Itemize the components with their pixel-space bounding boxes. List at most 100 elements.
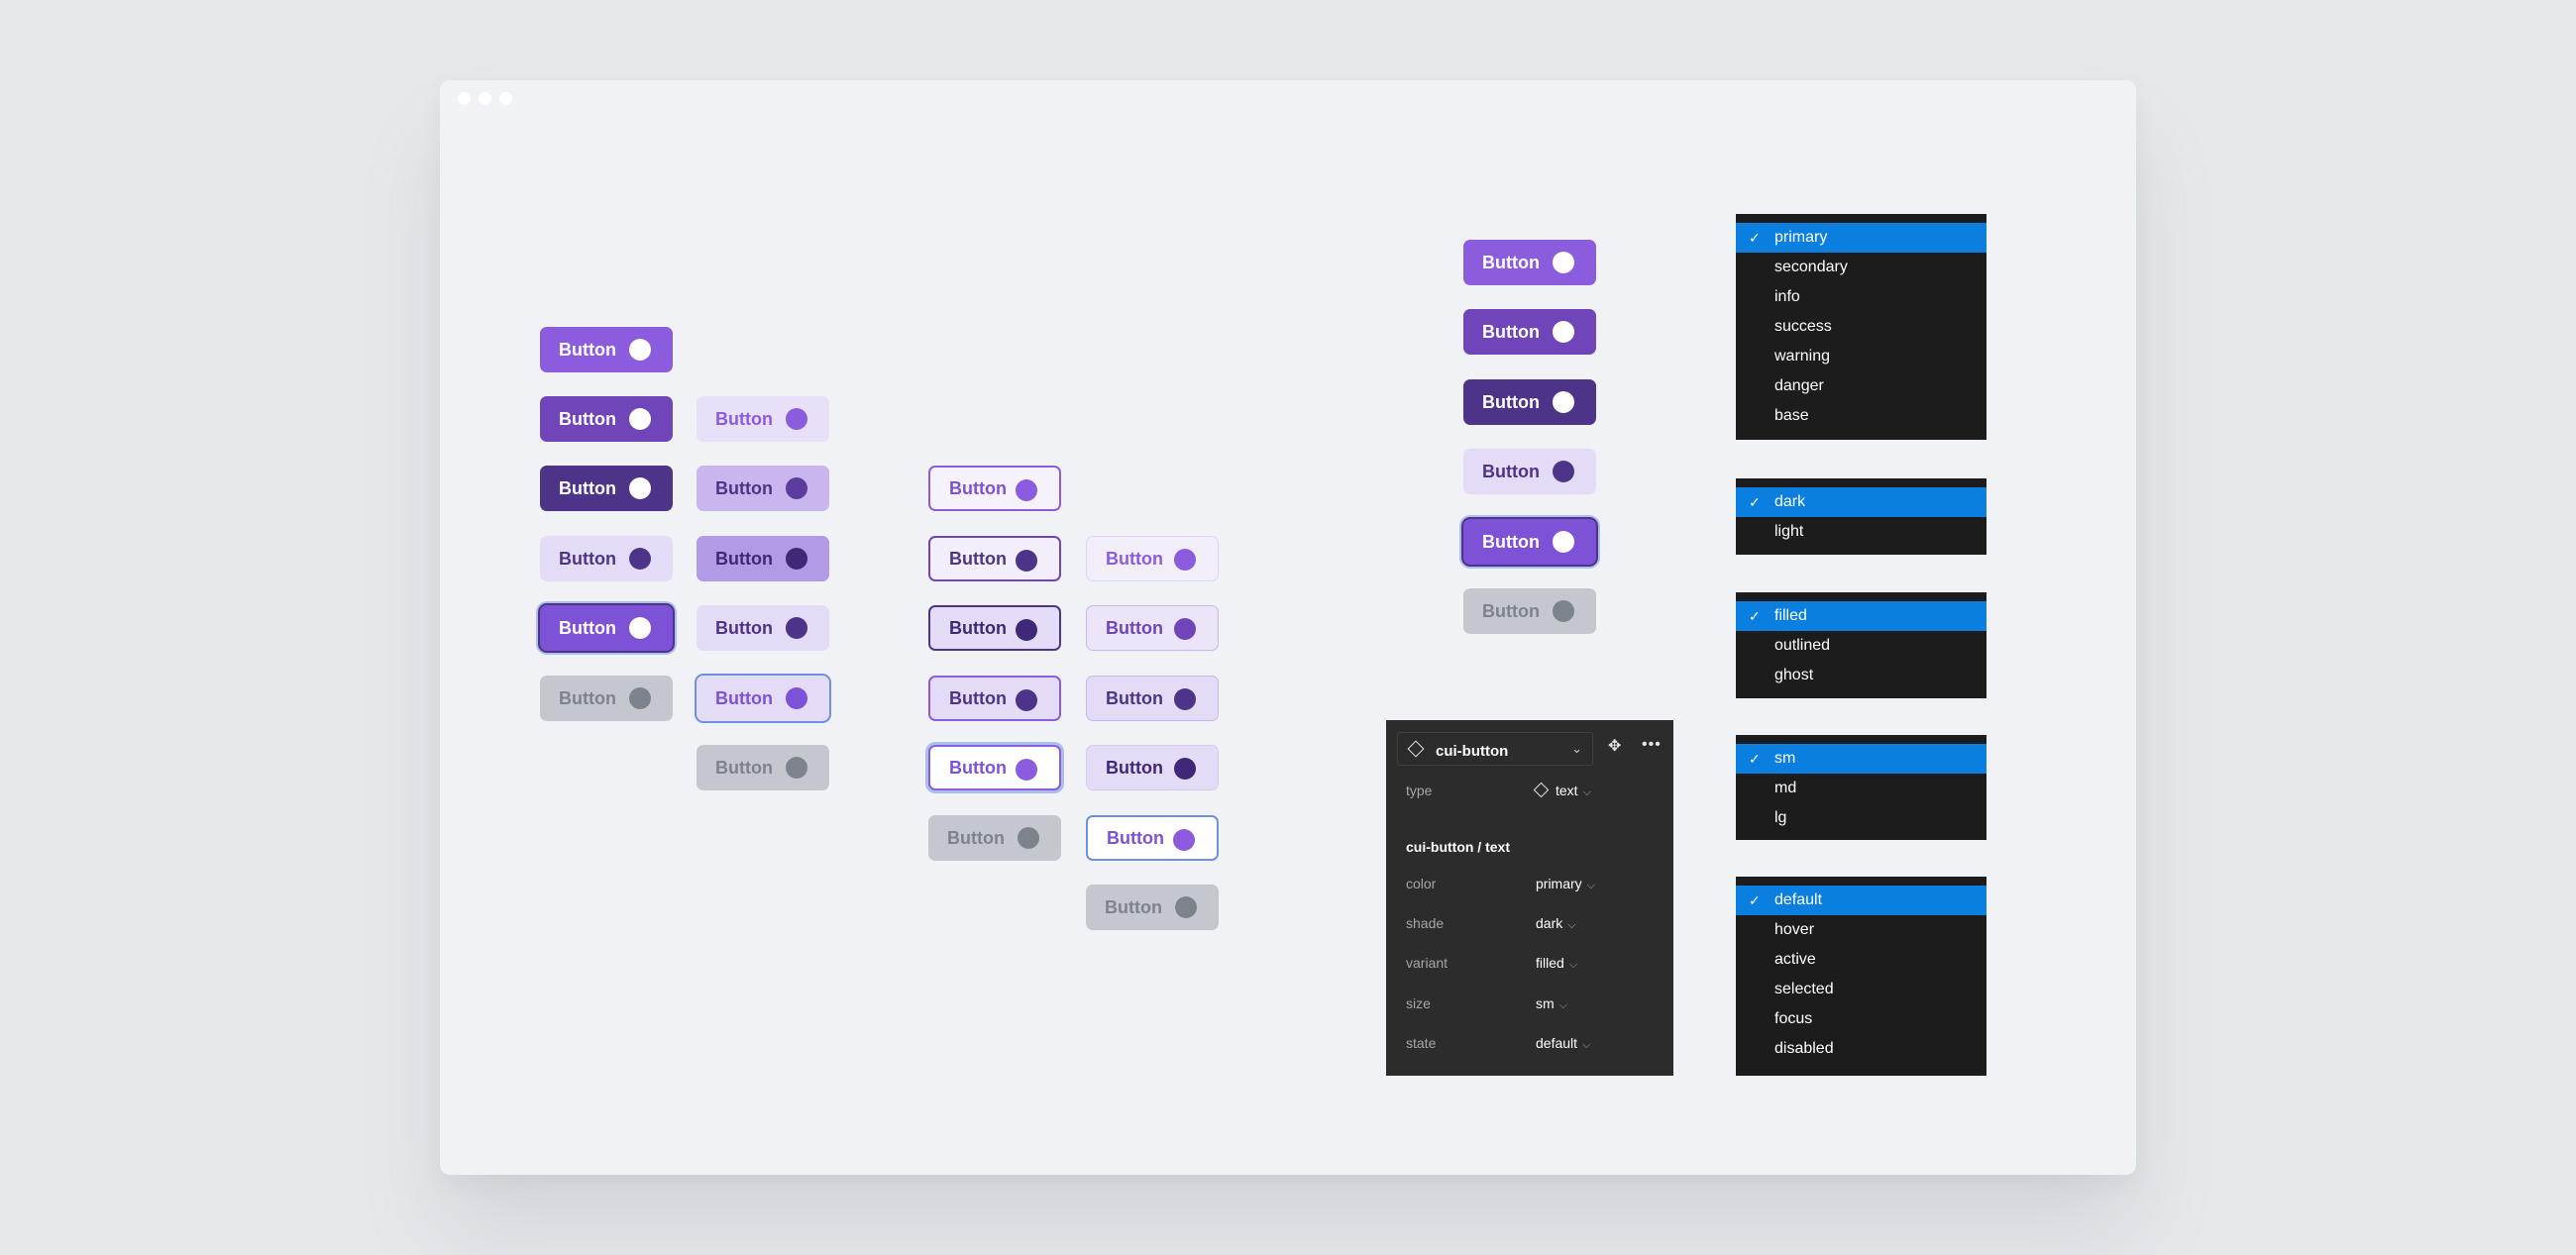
component-instance-icon — [1533, 782, 1550, 798]
menu-item-disabled[interactable]: disabled — [1736, 1034, 1986, 1064]
menu-item-label: light — [1774, 523, 1804, 540]
button-label: Button — [559, 477, 616, 498]
menu-item-focus[interactable]: focus — [1736, 1004, 1986, 1034]
button-label: Button — [1482, 531, 1540, 552]
window-close-dot[interactable] — [458, 92, 471, 105]
menu-item-light[interactable]: light — [1736, 517, 1986, 547]
button-outlined-selected[interactable]: Button — [928, 676, 1061, 721]
button-label: Button — [1482, 600, 1540, 621]
button-ghost-focus[interactable]: Button — [1086, 815, 1219, 861]
window-maximize-dot[interactable] — [499, 92, 512, 105]
menu-item-filled[interactable]: ✓ filled — [1736, 601, 1986, 631]
state-dropdown[interactable]: default ⌵ — [1536, 1035, 1590, 1052]
variant-dropdown[interactable]: filled ⌵ — [1536, 955, 1577, 972]
button-outlined-focus[interactable]: Button — [928, 745, 1061, 790]
button-filled-selected[interactable]: Button — [540, 536, 673, 581]
circle-icon — [1174, 618, 1196, 640]
menu-item-label: dark — [1774, 493, 1806, 510]
menu-item-base[interactable]: base — [1736, 401, 1986, 431]
menu-item-success[interactable]: success — [1736, 312, 1986, 342]
button-filled-hover[interactable]: Button — [540, 396, 673, 442]
menu-item-selected[interactable]: selected — [1736, 975, 1986, 1004]
prop-row-type: type text ⌵ — [1406, 782, 1591, 798]
prop-value: default — [1536, 1035, 1578, 1051]
prop-label: color — [1406, 876, 1437, 891]
menu-item-secondary[interactable]: secondary — [1736, 253, 1986, 282]
circle-icon — [629, 548, 651, 570]
menu-item-active[interactable]: active — [1736, 945, 1986, 975]
button-preview-default[interactable]: Button — [1463, 240, 1596, 285]
button-filled-active[interactable]: Button — [540, 466, 673, 511]
window-minimize-dot[interactable] — [479, 92, 491, 105]
check-icon: ✓ — [1749, 230, 1761, 246]
shade-dropdown[interactable]: dark ⌵ — [1536, 915, 1576, 932]
check-icon: ✓ — [1749, 751, 1761, 767]
button-label: Button — [715, 477, 773, 498]
circle-icon — [1016, 619, 1037, 641]
circle-icon — [1174, 758, 1196, 780]
button-light-default[interactable]: Button — [697, 396, 829, 442]
size-dropdown[interactable]: sm ⌵ — [1536, 995, 1567, 1012]
go-to-main-component-icon[interactable]: ✥ — [1608, 738, 1622, 755]
button-label: Button — [1106, 687, 1163, 708]
circle-icon — [1174, 549, 1196, 571]
menu-item-warning[interactable]: warning — [1736, 342, 1986, 371]
button-preview-focus[interactable]: Button — [1463, 519, 1596, 565]
check-icon: ✓ — [1749, 892, 1761, 908]
menu-item-info[interactable]: info — [1736, 282, 1986, 312]
circle-icon — [1173, 829, 1195, 851]
button-light-focus[interactable]: Button — [697, 676, 829, 721]
button-filled-disabled: Button — [540, 676, 673, 721]
button-ghost-active[interactable]: Button — [1086, 676, 1219, 721]
menu-item-label: outlined — [1774, 637, 1831, 654]
button-filled-focus[interactable]: Button — [540, 605, 673, 651]
button-preview-hover[interactable]: Button — [1463, 309, 1596, 355]
circle-icon — [629, 477, 651, 499]
button-label: Button — [1106, 617, 1163, 638]
button-label: Button — [1106, 757, 1163, 778]
button-ghost-default[interactable]: Button — [1086, 536, 1219, 581]
menu-item-md[interactable]: md — [1736, 774, 1986, 803]
button-ghost-selected[interactable]: Button — [1086, 745, 1219, 790]
menu-item-danger[interactable]: danger — [1736, 371, 1986, 401]
button-light-selected[interactable]: Button — [697, 605, 829, 651]
button-filled-default[interactable]: Button — [540, 327, 673, 372]
menu-item-primary[interactable]: ✓ primary — [1736, 223, 1986, 253]
menu-item-sm[interactable]: ✓ sm — [1736, 744, 1986, 774]
button-light-hover[interactable]: Button — [697, 466, 829, 511]
button-label: Button — [715, 408, 773, 429]
button-label: Button — [559, 408, 616, 429]
prop-value: sm — [1536, 995, 1555, 1011]
circle-icon — [629, 687, 651, 709]
more-options-icon[interactable]: ••• — [1642, 736, 1662, 753]
button-label: Button — [949, 548, 1007, 569]
button-label: Button — [947, 827, 1005, 848]
menu-item-lg[interactable]: lg — [1736, 803, 1986, 833]
menu-item-default[interactable]: ✓ default — [1736, 886, 1986, 915]
button-label: Button — [1107, 827, 1164, 848]
prop-label: variant — [1406, 955, 1449, 971]
button-label: Button — [949, 757, 1007, 778]
component-selector[interactable]: cui-button ⌄ — [1397, 732, 1593, 766]
check-icon: ✓ — [1749, 608, 1761, 624]
chevron-down-icon: ⌵ — [1582, 786, 1591, 798]
menu-item-ghost[interactable]: ghost — [1736, 661, 1986, 690]
button-preview-selected[interactable]: Button — [1463, 449, 1596, 494]
menu-item-dark[interactable]: ✓ dark — [1736, 487, 1986, 517]
color-dropdown[interactable]: primary ⌵ — [1536, 876, 1595, 892]
type-dropdown[interactable]: text ⌵ — [1533, 782, 1591, 799]
button-outlined-hover[interactable]: Button — [928, 536, 1061, 581]
button-outlined-default[interactable]: Button — [928, 466, 1061, 511]
menu-item-outlined[interactable]: outlined — [1736, 631, 1986, 661]
button-preview-disabled: Button — [1463, 588, 1596, 634]
circle-icon — [786, 477, 807, 499]
button-light-active[interactable]: Button — [697, 536, 829, 581]
button-outlined-active[interactable]: Button — [928, 605, 1061, 651]
component-instance-icon — [1407, 740, 1425, 758]
circle-icon — [1553, 321, 1574, 343]
menu-item-label: selected — [1774, 981, 1834, 997]
menu-item-hover[interactable]: hover — [1736, 915, 1986, 945]
button-ghost-hover[interactable]: Button — [1086, 605, 1219, 651]
button-preview-active[interactable]: Button — [1463, 379, 1596, 425]
property-inspector: cui-button ⌄ ✥ ••• type text ⌵ cui-button… — [1386, 720, 1673, 1076]
